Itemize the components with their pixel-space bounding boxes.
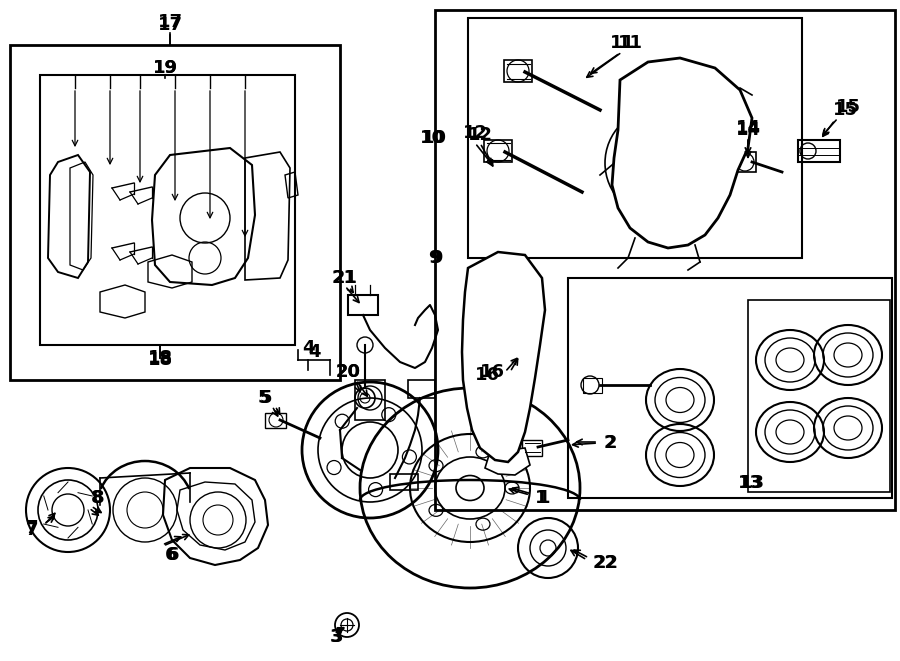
Text: 9: 9 (428, 249, 441, 267)
Bar (265, 413, 286, 428)
Text: 12: 12 (467, 126, 492, 144)
Bar (504, 60, 532, 82)
Text: 14: 14 (735, 121, 760, 139)
Text: 16: 16 (480, 363, 505, 381)
Bar (568, 278, 892, 498)
Text: 21: 21 (331, 269, 356, 287)
Text: 21: 21 (332, 269, 357, 287)
Text: 11: 11 (617, 34, 643, 52)
Text: 15: 15 (832, 101, 858, 119)
Text: 5: 5 (259, 389, 272, 407)
Text: 17: 17 (158, 13, 183, 31)
Text: 14: 14 (735, 119, 760, 137)
Polygon shape (612, 58, 752, 248)
Polygon shape (462, 252, 545, 462)
Text: 6: 6 (167, 546, 179, 564)
Text: 15: 15 (835, 98, 860, 116)
Text: 20: 20 (336, 363, 361, 381)
Text: 19: 19 (152, 59, 177, 77)
Text: 11: 11 (609, 34, 634, 52)
Text: 10: 10 (422, 129, 447, 147)
Bar (735, 152, 756, 172)
Text: 2: 2 (605, 434, 617, 452)
Bar (522, 440, 542, 456)
Bar (355, 380, 385, 420)
Text: 4: 4 (308, 343, 320, 361)
Text: 2: 2 (604, 434, 617, 452)
Text: 3: 3 (330, 628, 343, 646)
Text: 18: 18 (148, 349, 173, 367)
Text: 12: 12 (463, 124, 488, 142)
Text: 6: 6 (165, 546, 177, 564)
Polygon shape (485, 448, 530, 475)
Text: 17: 17 (158, 16, 183, 34)
Text: 18: 18 (148, 351, 173, 369)
Text: 7: 7 (25, 519, 38, 537)
Text: 13: 13 (740, 474, 764, 492)
Text: 8: 8 (91, 489, 104, 507)
Text: 7: 7 (25, 521, 38, 539)
Bar (435, 10, 895, 510)
Text: 5: 5 (257, 389, 270, 407)
Text: 22: 22 (593, 554, 618, 572)
Text: 13: 13 (737, 474, 762, 492)
Bar (390, 474, 418, 490)
Bar (40, 75, 295, 345)
Bar (468, 18, 802, 258)
Bar (408, 380, 435, 398)
Bar (484, 140, 512, 162)
Bar (348, 295, 378, 315)
Text: 10: 10 (420, 129, 445, 147)
Bar (10, 45, 340, 380)
Text: 20: 20 (336, 363, 361, 381)
Text: 22: 22 (594, 554, 619, 572)
Text: 8: 8 (92, 489, 104, 507)
Text: 19: 19 (152, 59, 177, 77)
Text: 9: 9 (430, 249, 443, 267)
Bar (583, 378, 602, 393)
Text: 3: 3 (331, 628, 344, 646)
Text: 1: 1 (538, 489, 551, 507)
Bar (798, 140, 840, 162)
Text: 4: 4 (302, 339, 314, 357)
Text: 1: 1 (535, 489, 547, 507)
Bar (748, 300, 890, 492)
Text: 16: 16 (475, 366, 500, 384)
